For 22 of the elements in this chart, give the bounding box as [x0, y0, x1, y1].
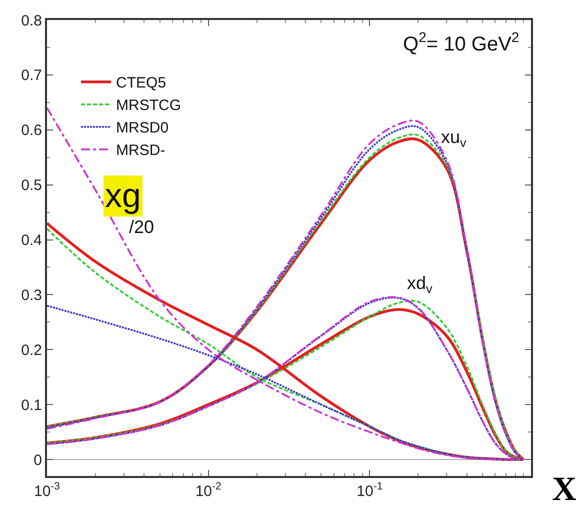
- annotation: xg: [105, 177, 141, 215]
- y-tick-label: 0.1: [21, 396, 42, 414]
- y-tick-label: 0.4: [21, 232, 42, 250]
- x-tick-label: 10$^{-3}$: [34, 480, 60, 500]
- legend-label: MRSTCG: [116, 97, 182, 114]
- x-tick-label: 10$^{-2}$: [195, 480, 222, 500]
- annotation: xd$_{v}$: [407, 273, 434, 296]
- y-tick-label: 0: [34, 452, 42, 469]
- y-tick-label: 0.8: [21, 12, 42, 30]
- y-tick-label: 0.7: [21, 67, 42, 84]
- annotation: Q$^{2}$= 10 GeV$^{2}$: [403, 29, 520, 56]
- legend-label: MRSD-: [116, 142, 166, 160]
- x-tick-label: 10$^{-1}$: [356, 480, 383, 500]
- x-axis-title: X: [552, 471, 576, 508]
- annotation: xu$_{v}$: [441, 127, 468, 150]
- y-tick-label: 0.6: [21, 122, 42, 140]
- y-tick-label: 0.5: [21, 177, 42, 194]
- y-tick-label: 0.3: [21, 286, 42, 304]
- y-tick-label: 0.2: [21, 342, 42, 359]
- annotation: /20: [129, 217, 154, 237]
- legend-label: CTEQ5: [116, 74, 166, 92]
- legend-label: MRSD0: [116, 120, 169, 137]
